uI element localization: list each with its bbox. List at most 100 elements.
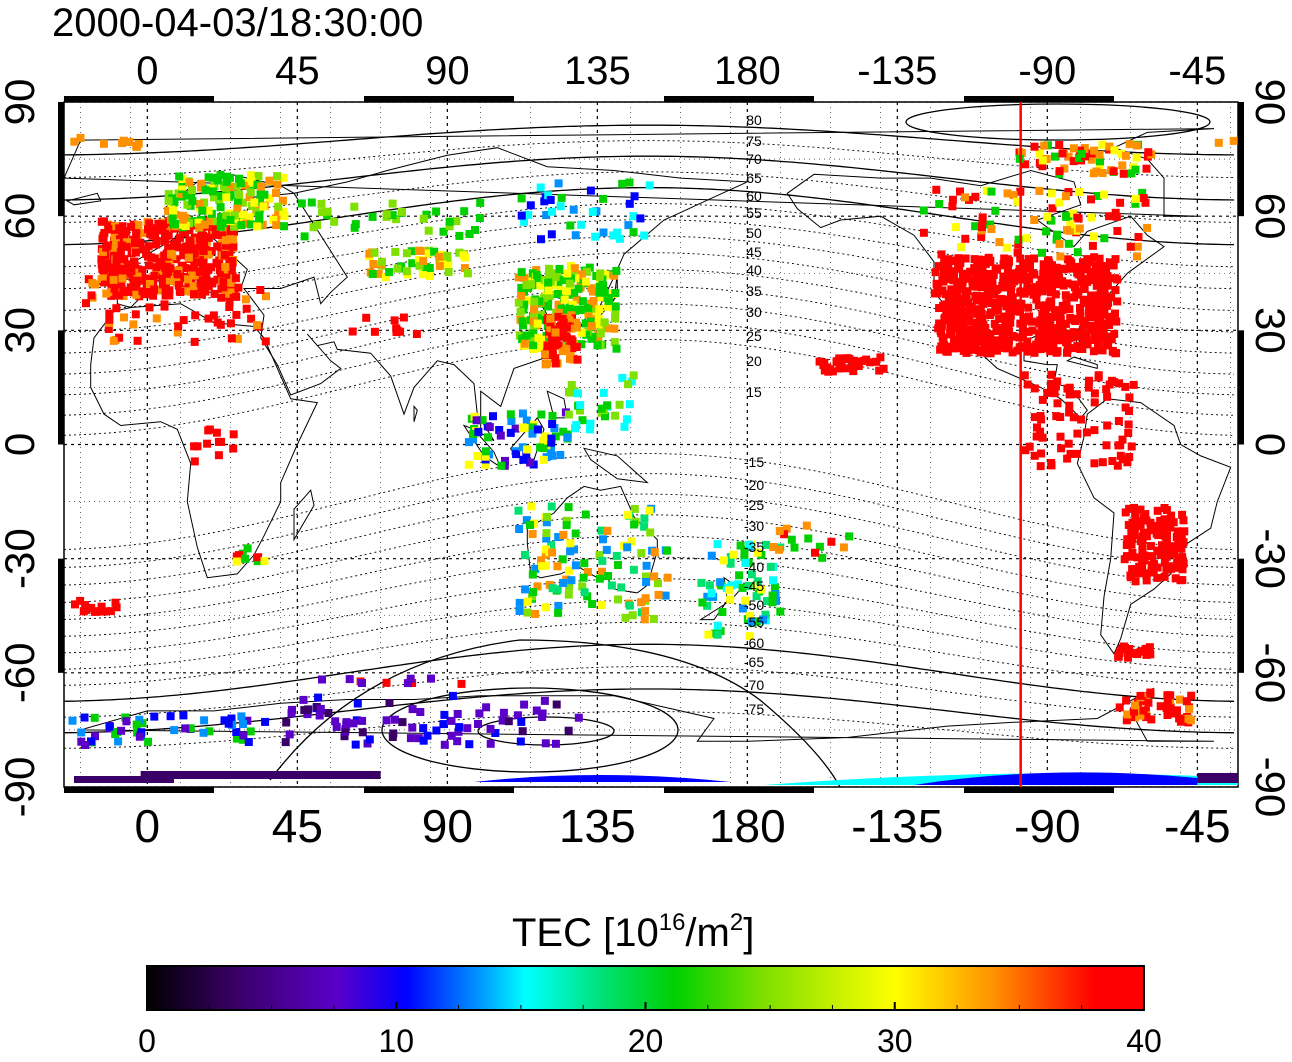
tec-cell	[501, 456, 509, 465]
tec-cell	[514, 506, 523, 515]
tec-cell	[583, 568, 592, 576]
tec-cell	[1053, 280, 1062, 289]
tec-cell	[932, 279, 941, 288]
contour-labels: 8075706560555045403530252015-15-20-25-30…	[744, 112, 764, 717]
tec-cell	[564, 503, 573, 512]
tec-cell	[1115, 379, 1124, 388]
tec-cell	[204, 206, 213, 215]
tec-cell	[214, 451, 223, 460]
tec-cell	[224, 719, 233, 728]
tec-cell	[419, 724, 428, 733]
tec-cell	[278, 196, 287, 205]
tec-cell	[499, 708, 508, 717]
tec-cell	[444, 268, 453, 276]
tec-cell	[1092, 261, 1101, 270]
tec-cell	[1019, 268, 1028, 277]
tec-cell	[1229, 136, 1238, 145]
tec-cell	[558, 328, 567, 336]
tec-cell	[1111, 309, 1119, 318]
tec-cell	[118, 139, 127, 148]
tec-cell	[564, 726, 573, 735]
tec-cell	[1176, 557, 1185, 566]
tec-cell	[457, 679, 466, 688]
tec-cell	[1105, 380, 1114, 389]
tec-cell	[245, 193, 254, 202]
tec-cell	[577, 340, 586, 349]
colorbar	[146, 965, 1145, 1011]
tec-cell	[1023, 316, 1032, 325]
tec-cell	[698, 598, 707, 607]
tec-cell	[1094, 371, 1103, 380]
tec-cell	[358, 728, 367, 737]
tec-cell	[238, 735, 247, 744]
tec-cell	[516, 737, 525, 746]
tec-cell	[726, 559, 735, 568]
tec-cell	[757, 585, 766, 594]
tec-cell	[979, 346, 988, 355]
tec-cell	[415, 261, 424, 270]
tec-cell	[530, 297, 539, 306]
tec-cell	[1175, 695, 1184, 704]
tec-cell	[745, 632, 754, 641]
tec-cell	[736, 541, 745, 550]
frame-bar-top	[364, 96, 514, 102]
tec-cell	[604, 296, 613, 305]
tec-cell	[184, 275, 192, 284]
tec-band	[474, 775, 731, 782]
tec-cell	[227, 286, 235, 294]
tec-cell	[947, 342, 956, 351]
tec-cell	[850, 356, 858, 365]
tec-cell	[1080, 283, 1089, 292]
tec-cell	[567, 324, 576, 333]
tec-cell	[516, 307, 525, 316]
tec-cell	[1097, 268, 1106, 277]
tec-cell	[1081, 298, 1090, 307]
tec-cell	[455, 723, 464, 732]
tec-cell	[213, 318, 222, 327]
tec-cell	[227, 278, 236, 287]
tec-cell	[514, 298, 523, 307]
tec-cell	[991, 206, 1000, 215]
tec-cell	[537, 556, 546, 565]
tec-cell	[201, 287, 210, 296]
tec-cell	[214, 259, 223, 268]
tec-cell	[246, 188, 255, 197]
tec-cell	[727, 581, 736, 590]
mag-lat-contour	[64, 514, 1235, 603]
tec-cell	[1040, 141, 1049, 150]
tec-cell	[506, 428, 515, 437]
tec-cell	[1177, 530, 1186, 539]
tec-cell	[1041, 310, 1050, 319]
tec-cell	[177, 190, 186, 199]
tec-cell	[247, 314, 256, 323]
tec-cell	[204, 173, 213, 182]
tec-cell	[972, 305, 981, 314]
tec-cell	[1043, 388, 1052, 397]
tec-cell	[620, 422, 629, 431]
tec-cell	[463, 269, 472, 278]
tec-cell	[1124, 429, 1133, 437]
tec-cell	[653, 579, 662, 588]
tec-cell	[770, 583, 779, 592]
tec-cell	[527, 280, 535, 289]
tec-cell	[106, 607, 115, 616]
tec-cell	[408, 723, 417, 732]
tec-cell	[1037, 275, 1046, 284]
tec-cell	[962, 341, 971, 350]
mag-lat-contour	[64, 666, 1235, 718]
x-tick-label-bottom: -135	[851, 800, 943, 852]
tec-cell	[875, 366, 884, 375]
tec-cell	[984, 294, 993, 303]
tec-cell	[181, 264, 190, 273]
tec-cell	[216, 219, 225, 227]
tec-cell	[110, 233, 119, 241]
tec-cell	[90, 713, 99, 722]
tec-cell	[625, 178, 634, 187]
tec-cell	[1086, 326, 1095, 334]
colorbar-label-prefix: TEC [10	[512, 911, 659, 955]
tec-cell	[212, 230, 220, 239]
tec-cell	[76, 133, 85, 142]
tec-cell	[988, 278, 997, 287]
tec-cell	[1131, 199, 1140, 208]
